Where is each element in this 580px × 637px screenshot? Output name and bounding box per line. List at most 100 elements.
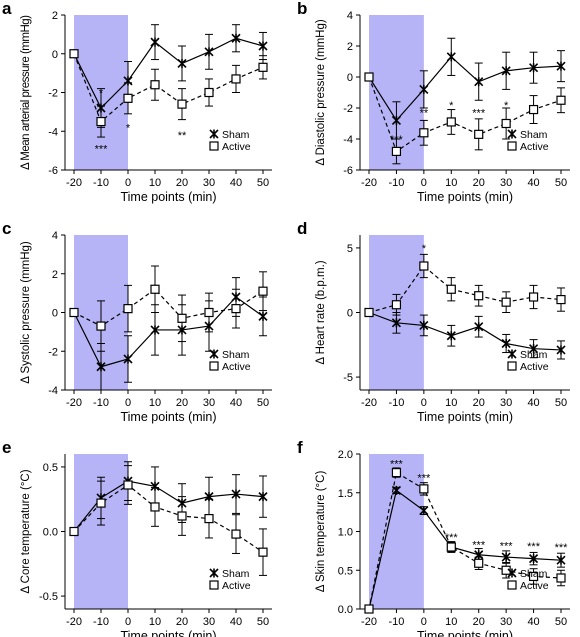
y-tick-label: 0.5 — [43, 462, 58, 474]
data-point-active — [123, 93, 133, 103]
series-line-sham — [368, 489, 562, 610]
legend-marker-active — [507, 580, 517, 590]
y-axis-label: Δ Systolic pressure (mmHg) — [20, 241, 32, 384]
data-point-active — [150, 502, 160, 512]
data-point-active — [69, 307, 79, 318]
significance-marker: ** — [420, 108, 429, 120]
panel-letter: f — [297, 438, 303, 457]
data-point-sham — [501, 66, 511, 76]
y-tick-label: 0.0 — [43, 527, 58, 539]
y-tick-label: 2 — [52, 10, 58, 22]
data-point-sham — [446, 331, 456, 341]
x-tick-label: 0 — [125, 616, 131, 628]
x-tick-label: 0 — [421, 397, 427, 409]
legend-marker-active — [209, 141, 219, 151]
x-axis-label: Time points (min) — [417, 410, 513, 424]
y-tick-label: -4 — [343, 134, 353, 146]
series-line-sham — [368, 311, 562, 351]
data-point-active — [556, 573, 566, 583]
significance-marker: *** — [500, 540, 514, 552]
legend-marker-active — [507, 141, 517, 151]
data-point-sham — [501, 552, 511, 562]
significance-marker: *** — [445, 532, 459, 544]
data-point-active — [150, 80, 160, 90]
y-tick-label: -6 — [343, 165, 353, 177]
y-tick-label: 2.0 — [338, 449, 353, 461]
x-tick-label: 50 — [555, 397, 567, 409]
data-point-sham — [556, 345, 566, 355]
x-tick-label: 50 — [555, 177, 567, 189]
data-point-active — [96, 116, 106, 127]
data-point-sham — [556, 555, 566, 565]
significance-marker: * — [126, 122, 131, 134]
data-point-sham — [501, 338, 511, 349]
data-point-active — [391, 468, 402, 478]
data-point-active — [501, 297, 511, 307]
data-point-sham — [446, 52, 456, 62]
x-tick-label: 50 — [257, 177, 269, 189]
significance-marker: *** — [390, 458, 404, 470]
x-tick-label: -20 — [66, 177, 82, 189]
data-point-sham — [529, 554, 539, 564]
y-tick-label: 0 — [52, 308, 58, 320]
x-tick-label: 30 — [500, 177, 512, 189]
data-point-active — [474, 558, 484, 568]
x-tick-label: 50 — [257, 397, 269, 409]
data-point-sham — [391, 115, 401, 125]
series-line-sham — [73, 37, 264, 110]
data-point-sham — [258, 41, 268, 51]
y-tick-label: -0.5 — [39, 591, 58, 603]
data-point-active — [123, 304, 133, 314]
y-axis-label: Δ Diastolic pressure (mmHg) — [315, 19, 327, 166]
data-point-sham — [391, 318, 401, 328]
legend-label-active: Active — [222, 141, 251, 153]
legend-label-sham: Sham — [520, 568, 548, 580]
data-point-active — [446, 542, 456, 552]
legend-marker-sham — [209, 568, 219, 578]
data-point-active — [474, 129, 484, 139]
x-tick-label: 30 — [203, 397, 215, 409]
x-tick-label: 40 — [527, 397, 539, 409]
significance-marker: *** — [555, 542, 569, 554]
data-point-active — [231, 529, 241, 539]
data-point-sham — [258, 492, 268, 502]
significance-marker: *** — [472, 540, 486, 552]
series-line-sham — [368, 55, 562, 122]
data-point-sham — [529, 344, 539, 354]
data-point-active — [446, 284, 456, 294]
x-axis-label: Time points (min) — [120, 410, 216, 424]
legend-marker-active — [209, 361, 219, 371]
significance-marker: *** — [390, 134, 404, 146]
data-point-sham — [231, 33, 241, 43]
data-point-active — [258, 547, 268, 557]
y-tick-label: 0 — [52, 49, 58, 61]
data-point-sham — [556, 61, 566, 71]
x-tick-label: 40 — [230, 177, 242, 189]
y-tick-label: 0 — [347, 72, 353, 84]
legend-marker-sham — [507, 349, 517, 359]
data-point-sham — [419, 84, 429, 94]
x-axis-label: Time points (min) — [417, 190, 513, 204]
data-point-sham — [150, 325, 160, 335]
x-tick-label: -10 — [388, 177, 404, 189]
y-tick-label: 0.0 — [338, 604, 353, 616]
y-axis-label: Δ Mean arterial pressure (mmHg) — [20, 15, 32, 170]
data-point-sham — [150, 37, 160, 47]
x-axis-label: Time points (min) — [120, 629, 216, 637]
x-tick-label: 10 — [445, 616, 457, 628]
significance-marker: *** — [472, 108, 486, 120]
significance-marker: * — [449, 100, 454, 112]
panel-f: 0.0 0.5 1.0 1.5 2.0 -20 -10 0 10 20 30 40 50 Time poi… — [297, 438, 570, 637]
legend-label-active: Active — [520, 361, 549, 373]
x-tick-label: -20 — [361, 177, 377, 189]
x-tick-label: 40 — [230, 397, 242, 409]
y-axis-label: Δ Heart rate (b.p.m.) — [315, 260, 327, 364]
panel-letter: a — [2, 0, 12, 18]
y-tick-label: 2 — [347, 41, 353, 53]
data-point-active — [391, 146, 402, 156]
y-tick-label: -2 — [48, 346, 58, 358]
